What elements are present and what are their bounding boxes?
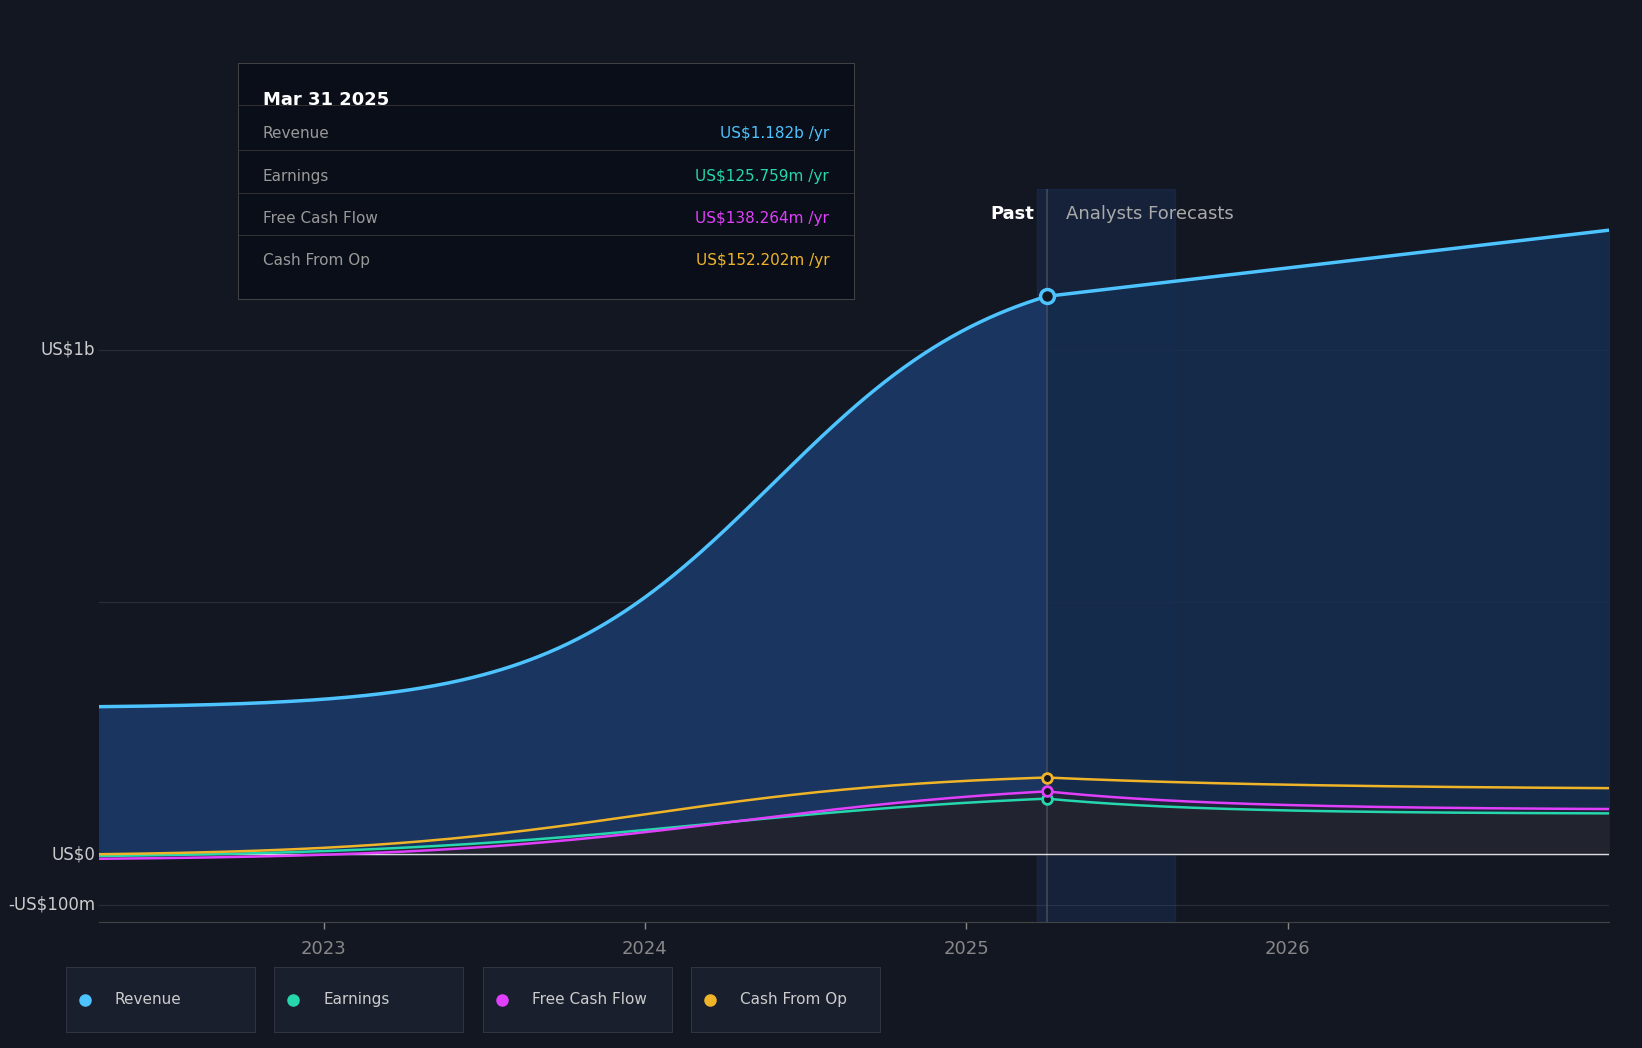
Text: US$125.759m /yr: US$125.759m /yr [696, 169, 829, 183]
Text: Free Cash Flow: Free Cash Flow [532, 992, 647, 1007]
Text: Earnings: Earnings [263, 169, 328, 183]
Text: -US$100m: -US$100m [8, 896, 95, 914]
Bar [1038, 189, 1176, 922]
Text: US$152.202m /yr: US$152.202m /yr [696, 254, 829, 268]
Text: US$138.264m /yr: US$138.264m /yr [695, 211, 829, 226]
Text: Analysts Forecasts: Analysts Forecasts [1066, 205, 1233, 223]
Text: Earnings: Earnings [323, 992, 389, 1007]
Text: Mar 31 2025: Mar 31 2025 [263, 91, 389, 109]
Text: Past: Past [990, 205, 1034, 223]
Text: Cash From Op: Cash From Op [263, 254, 369, 268]
Text: Revenue: Revenue [115, 992, 182, 1007]
Text: US$0: US$0 [51, 845, 95, 864]
Text: US$1b: US$1b [41, 341, 95, 359]
Text: US$1.182b /yr: US$1.182b /yr [719, 126, 829, 141]
Text: Revenue: Revenue [263, 126, 330, 141]
Text: Free Cash Flow: Free Cash Flow [263, 211, 378, 226]
Text: Cash From Op: Cash From Op [741, 992, 847, 1007]
